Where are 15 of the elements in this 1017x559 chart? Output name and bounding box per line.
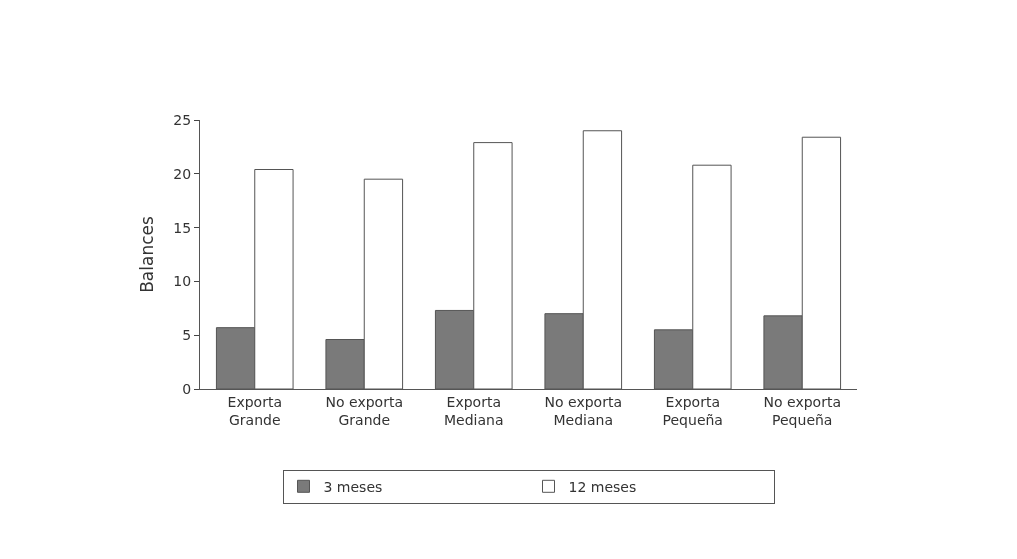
- y-axis-title: Balances: [136, 216, 157, 293]
- y-tick-label: 20: [173, 165, 192, 182]
- y-tick-label: 5: [182, 327, 192, 344]
- y-tick-label: 0: [182, 380, 192, 397]
- y-tick-label: 15: [173, 219, 192, 236]
- x-tick-label: Exporta Grande: [227, 393, 282, 428]
- x-tick-label: No exporta Grande: [325, 393, 403, 428]
- y-tick-label: 25: [173, 111, 192, 128]
- x-tick-label: Exporta Mediana: [444, 393, 504, 428]
- legend-label: 3 meses: [323, 478, 383, 495]
- y-tick-label: 10: [173, 273, 192, 290]
- x-tick-label: No exporta Pequeña: [763, 393, 841, 428]
- x-tick-label: No exporta Mediana: [544, 393, 622, 428]
- x-tick-label: Exporta Pequeña: [662, 393, 723, 428]
- legend-label: 12 meses: [568, 478, 637, 495]
